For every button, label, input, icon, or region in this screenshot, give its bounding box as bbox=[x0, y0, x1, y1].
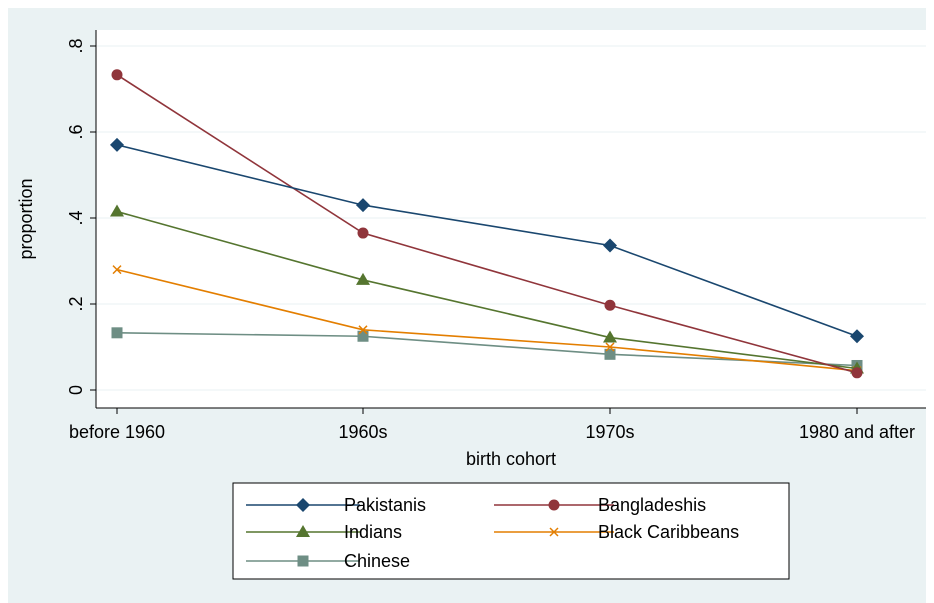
legend-marker-pakistanis bbox=[296, 498, 310, 512]
legend-label-chinese: Chinese bbox=[344, 551, 410, 571]
x-tick-label: 1980 and after bbox=[799, 422, 915, 442]
legend-label-pakistanis: Pakistanis bbox=[344, 495, 426, 515]
x-axis-label: birth cohort bbox=[466, 449, 556, 469]
data-point-bangladeshis bbox=[111, 69, 123, 81]
legend-box bbox=[232, 482, 790, 580]
legend-marker-black-caribbeans bbox=[549, 527, 559, 537]
data-point-chinese bbox=[604, 348, 616, 360]
gridlines bbox=[96, 45, 926, 391]
marker-stroke bbox=[358, 325, 368, 335]
legend-label-black-caribbeans: Black Caribbeans bbox=[598, 522, 739, 542]
marker-stroke bbox=[112, 265, 122, 275]
legend-label-bangladeshis: Bangladeshis bbox=[598, 495, 706, 515]
data-point-indians bbox=[356, 272, 370, 285]
x-tick-label: 1960s bbox=[338, 422, 387, 442]
data-point-chinese bbox=[357, 330, 369, 342]
y-axis-label: proportion bbox=[16, 178, 36, 259]
legend-marker-indians bbox=[296, 525, 310, 537]
data-point-black-caribbeans bbox=[358, 325, 368, 335]
y-tick-label: .6 bbox=[66, 124, 86, 139]
marker-stroke bbox=[549, 527, 559, 537]
data-point-bangladeshis bbox=[357, 227, 369, 239]
data-point-pakistanis bbox=[850, 329, 864, 344]
legend-marker-bangladeshis bbox=[548, 499, 560, 511]
x-tick-label: 1970s bbox=[585, 422, 634, 442]
data-point-pakistanis bbox=[356, 198, 370, 213]
y-tick-label: .4 bbox=[66, 210, 86, 225]
y-axis: 0 .2 .4 .6 .8 bbox=[66, 30, 97, 408]
series-line-bangladeshis bbox=[116, 74, 858, 374]
x-axis: before 1960 1960s 1970s 1980 and after bbox=[69, 407, 926, 442]
y-tick-label: .8 bbox=[66, 38, 86, 53]
data-point-pakistanis bbox=[110, 137, 124, 152]
series-line-chinese bbox=[116, 332, 858, 367]
data-point-indians bbox=[110, 204, 124, 217]
data-point-black-caribbeans bbox=[112, 265, 122, 275]
data-point-pakistanis bbox=[603, 238, 617, 253]
legend-label-indians: Indians bbox=[344, 522, 402, 542]
marker-stroke bbox=[605, 342, 615, 352]
data-point-bangladeshis bbox=[851, 367, 863, 379]
data-point-bangladeshis bbox=[604, 299, 616, 311]
legend: Pakistanis Bangladeshis Indians Black Carib… bbox=[232, 482, 790, 580]
series-line-pakistanis bbox=[116, 144, 858, 338]
data-point-black-caribbeans bbox=[605, 342, 615, 352]
plot-area bbox=[96, 30, 926, 408]
data-point-chinese bbox=[111, 327, 123, 339]
y-tick-label: .2 bbox=[66, 296, 86, 311]
series-group bbox=[110, 69, 864, 379]
x-tick-label: before 1960 bbox=[69, 422, 165, 442]
y-tick-label: 0 bbox=[66, 385, 86, 395]
series-line-indians bbox=[116, 210, 858, 370]
legend-marker-chinese bbox=[297, 555, 309, 567]
series-line-black-caribbeans bbox=[116, 268, 858, 372]
data-point-indians bbox=[603, 330, 617, 343]
